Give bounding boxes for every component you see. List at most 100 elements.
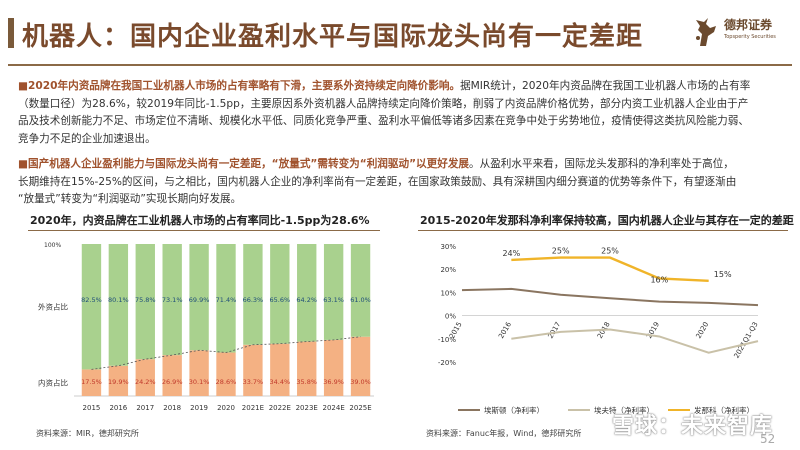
series-line-1 — [461, 287, 759, 307]
bar-label-foreign: 80.1% — [108, 296, 129, 304]
bar-label-domestic: 36.9% — [323, 378, 344, 386]
bar-foreign — [189, 244, 209, 351]
deer-icon — [696, 18, 716, 46]
bar-label-foreign: 71.4% — [216, 296, 237, 304]
bar-domestic — [270, 343, 290, 396]
bar-domestic — [108, 365, 129, 396]
series-line-3 — [511, 256, 709, 282]
y-tick-label: 30% — [440, 243, 456, 251]
x-tick-label: 2017 — [136, 404, 154, 412]
bar-label-domestic: 26.9% — [162, 378, 183, 386]
x-tick-label: 2020 — [217, 404, 235, 412]
logo-name: 德邦证券 — [724, 18, 773, 32]
paragraph-2-highlight: 国产机器人企业盈利能力与国际龙头尚有一定差距，“放量式”需转变为“利润驱动”以更… — [28, 158, 470, 170]
bar-foreign — [270, 244, 290, 344]
bullet: ■ — [18, 80, 29, 92]
bar-label-domestic: 35.8% — [296, 378, 317, 386]
bar-domestic — [135, 359, 155, 396]
right-chart-divider — [418, 230, 788, 231]
bar-domestic — [216, 352, 236, 396]
x-tick-label: 2021Q1-Q3 — [733, 321, 760, 360]
bar-foreign — [297, 244, 317, 342]
domestic-trend-line — [91, 336, 361, 370]
title-divider — [8, 64, 792, 66]
bar-label-foreign: 64.2% — [296, 296, 317, 304]
left-chart-title: 2020年，内资品牌在工业机器人市场的占有率同比-1.5pp为28.6% — [30, 214, 370, 227]
page-number: 52 — [760, 432, 776, 446]
x-tick-label: 2017 — [547, 321, 563, 340]
x-tick-label: 2016 — [497, 320, 513, 340]
bar-label-domestic: 39.0% — [350, 378, 371, 386]
series-line-2 — [511, 328, 759, 354]
legend-label: 埃斯顿（净利率） — [484, 405, 544, 415]
data-label: 25% — [601, 247, 619, 256]
data-label: 16% — [650, 275, 668, 284]
bar-domestic — [297, 341, 317, 396]
paragraph-2-line-1: 。从盈利水平来看，国际龙头发那科的净利率处于高位， — [469, 158, 734, 170]
bar-label-foreign: 82.5% — [81, 296, 102, 304]
share-bar-chart: 100% 内资占比 外资占比 17.5% 82.5% 2015 19.9% 80.1% 2016… — [38, 242, 374, 412]
bar-foreign — [323, 244, 344, 340]
bar-label-domestic: 28.6% — [216, 378, 237, 386]
x-tick-label: 2025E — [349, 404, 371, 412]
bar-domestic — [189, 350, 209, 396]
y-tick-label: 10% — [440, 289, 456, 297]
paragraph-1-line-3: 品及技术创新能力不足、市场定位不清晰、规模化水平低、同质化竞争严重、盈利水平偏低… — [18, 115, 749, 127]
watermark: 雪球：未来智库 — [612, 414, 774, 439]
logo-en: Topsperity Securities — [724, 34, 776, 40]
bar-domestic — [323, 339, 344, 396]
series-label-domestic: 内资占比 — [38, 378, 68, 388]
y-tick-label: 100% — [44, 242, 61, 249]
bar-foreign — [162, 244, 182, 356]
x-tick-label: 2022E — [269, 404, 291, 412]
x-tick-label: 2015 — [83, 404, 101, 412]
bar-domestic — [243, 344, 263, 396]
y-tick-label: -10% — [438, 336, 456, 344]
data-label: 24% — [502, 249, 520, 258]
bar-label-foreign: 61.0% — [350, 296, 371, 304]
y-tick-label: -20% — [438, 359, 456, 367]
bar-foreign — [350, 244, 371, 337]
page-title: 机器人：国内企业盈利水平与国际龙头尚有一定差距 — [22, 22, 644, 52]
data-label: 15% — [714, 270, 732, 279]
bar-label-foreign: 75.8% — [135, 296, 156, 304]
paragraph-2-line-3: “放量式”转变为“利润驱动”实现长期向好发展。 — [18, 193, 242, 205]
x-tick-label: 2016 — [109, 404, 127, 412]
bar-foreign — [108, 244, 129, 366]
x-tick-label: 2024E — [323, 404, 345, 412]
bar-label-foreign: 69.9% — [189, 296, 210, 304]
data-label: 25% — [552, 247, 570, 256]
logo: 德邦证券 Topsperity Securities — [688, 16, 798, 52]
paragraph-1-line-4: 竞争力不足的企业加速退出。 — [18, 132, 156, 145]
x-tick-label: 2019 — [190, 404, 208, 412]
bar-label-domestic: 24.2% — [135, 378, 156, 386]
bar-domestic — [350, 336, 371, 396]
bar-label-domestic: 34.4% — [269, 378, 290, 386]
bar-label-foreign: 66.3% — [243, 296, 264, 304]
header: 机器人：国内企业盈利水平与国际龙头尚有一定差距 德邦证券 Topsperity … — [0, 0, 800, 60]
x-tick-label: 2021E — [242, 404, 264, 412]
bar-label-domestic: 33.7% — [243, 378, 264, 386]
paragraph-2: ■国产机器人企业盈利能力与国际龙头尚有一定差距，“放量式”需转变为“利润驱动”以… — [18, 156, 788, 209]
paragraph-1-highlight: 2020年内资品牌在我国工业机器人市场的占有率略有下滑，主要系外资持续定向降价影… — [28, 80, 461, 92]
left-chart-source: 资料来源：MIR，德邦研究所 — [36, 429, 139, 438]
paragraph-1-line-2: （数量口径）为28.6%，较2019年同比-1.5pp，主要原因系外资机器人品牌… — [18, 97, 749, 110]
bar-domestic — [162, 355, 182, 396]
right-chart-title: 2015-2020年发那科净利率保持较高，国内机器人企业与其存在一定的差距 — [420, 214, 794, 227]
paragraph-1: ■2020年内资品牌在我国工业机器人市场的占有率略有下滑，主要系外资持续定向降价… — [18, 78, 788, 148]
bar-label-domestic: 19.9% — [108, 378, 129, 386]
bar-label-foreign: 63.1% — [323, 296, 344, 304]
bar-label-domestic: 30.1% — [189, 378, 210, 386]
series-label-foreign: 外资占比 — [38, 302, 68, 312]
x-tick-label: 2018 — [163, 404, 181, 412]
title-accent-bar — [8, 18, 14, 48]
right-chart-source: 资料来源：Fanuc年报，Wind，德邦研究所 — [426, 429, 582, 438]
x-tick-label: 2020 — [695, 321, 711, 340]
bar-domestic — [81, 369, 102, 396]
bar-label-foreign: 73.1% — [162, 296, 183, 304]
paragraph-2-line-2: 长期维持在15%-25%的区间，与之相比，国内机器人企业的净利率尚有一定差距，在… — [18, 175, 737, 188]
bullet: ■ — [18, 158, 29, 170]
bar-foreign — [243, 244, 263, 345]
bar-label-domestic: 17.5% — [81, 378, 102, 386]
legend-label: 发那科（净利率） — [694, 405, 754, 415]
